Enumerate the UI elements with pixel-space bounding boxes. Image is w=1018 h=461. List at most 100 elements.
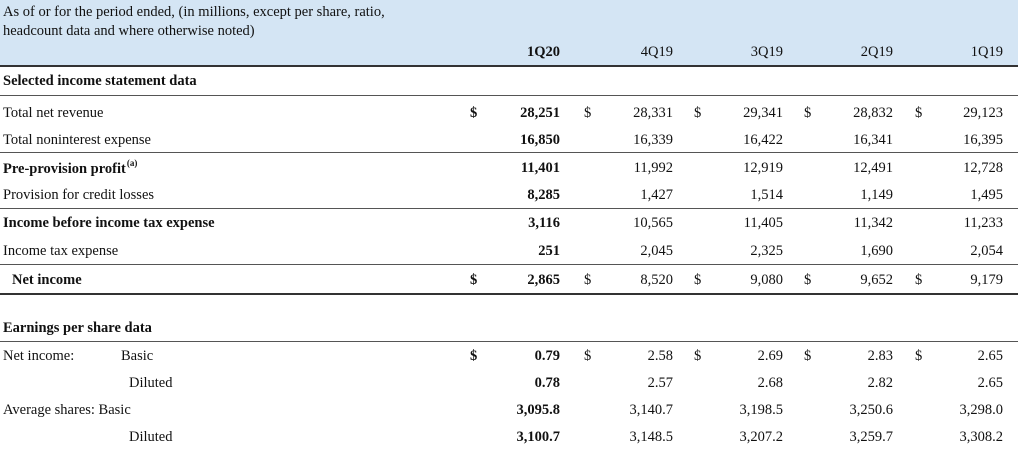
value-noninterest-expense-2q19: 16,341: [853, 132, 893, 148]
row-label-average-shares-basic: Average shares: Basic: [3, 402, 131, 418]
value-noninterest-expense-3q19: 16,422: [743, 132, 783, 148]
value-avg-shares-basic-1q19: 3,298.0: [959, 402, 1004, 418]
value-income-tax-expense-4q19: 2,045: [640, 243, 673, 259]
value-net-income-2q19: 9,652: [860, 272, 893, 288]
footnote-marker: (a): [126, 158, 138, 168]
value-provision-credit-losses-1q20: 8,285: [527, 187, 560, 203]
value-total-net-revenue-2q19: 28,832: [853, 105, 893, 121]
dollar-sign: $: [915, 272, 923, 288]
value-pre-provision-profit-3q19: 12,919: [743, 160, 783, 176]
value-net-income-1q19: 9,179: [970, 272, 1003, 288]
value-income-before-tax-3q19: 11,405: [743, 215, 783, 231]
value-net-income-4q19: 8,520: [640, 272, 673, 288]
row-label-income-tax-expense: Income tax expense: [3, 243, 119, 259]
dollar-sign: $: [584, 348, 592, 364]
dollar-sign: $: [584, 272, 592, 288]
period-header-1q20: 1Q20: [526, 44, 560, 60]
value-income-tax-expense-1q19: 2,054: [970, 243, 1003, 259]
total-rule: [0, 293, 1018, 295]
value-avg-shares-basic-4q19: 3,140.7: [629, 402, 674, 418]
value-avg-shares-diluted-3q19: 3,207.2: [739, 429, 784, 445]
row-label-income-before-tax: Income before income tax expense: [3, 215, 215, 231]
value-noninterest-expense-1q20: 16,850: [520, 132, 560, 148]
row-sublabel-diluted: Diluted: [129, 375, 173, 391]
value-eps-basic-3q19: 2.69: [757, 348, 783, 364]
value-income-before-tax-4q19: 10,565: [633, 215, 673, 231]
value-eps-diluted-2q19: 2.82: [867, 375, 893, 391]
row-sublabel-basic: Basic: [121, 348, 154, 364]
dollar-sign: $: [804, 348, 812, 364]
dollar-sign: $: [804, 272, 812, 288]
dollar-sign: $: [804, 105, 812, 121]
value-total-net-revenue-3q19: 29,341: [743, 105, 783, 121]
row-label-net-income-eps: Net income:: [3, 348, 75, 364]
value-eps-basic-1q20: 0.79: [534, 348, 560, 364]
value-eps-basic-4q19: 2.58: [647, 348, 673, 364]
pre-provision-profit-label: Pre-provision profit: [3, 161, 126, 177]
section-title-income: Selected income statement data: [3, 73, 197, 89]
period-header-1q19: 1Q19: [970, 44, 1003, 60]
header-line-1: As of or for the period ended, (in milli…: [3, 4, 385, 20]
value-provision-credit-losses-1q19: 1,495: [970, 187, 1003, 203]
dollar-sign: $: [470, 105, 478, 121]
header-line-2: headcount data and where otherwise noted…: [3, 23, 255, 39]
value-eps-diluted-4q19: 2.57: [647, 375, 673, 391]
section-title-eps: Earnings per share data: [3, 320, 152, 336]
value-net-income-3q19: 9,080: [750, 272, 783, 288]
row-label-total-net-revenue: Total net revenue: [3, 105, 104, 121]
dollar-sign: $: [470, 348, 478, 364]
table-header: As of or for the period ended, (in milli…: [0, 0, 1018, 65]
value-provision-credit-losses-2q19: 1,149: [860, 187, 893, 203]
value-total-net-revenue-1q20: 28,251: [520, 105, 560, 121]
value-provision-credit-losses-4q19: 1,427: [640, 187, 673, 203]
row-label-total-noninterest-expense: Total noninterest expense: [3, 132, 151, 148]
value-total-net-revenue-1q19: 29,123: [963, 105, 1003, 121]
value-income-tax-expense-3q19: 2,325: [750, 243, 783, 259]
value-avg-shares-basic-1q20: 3,095.8: [516, 402, 561, 418]
subtotal-rule: [0, 264, 1018, 265]
value-pre-provision-profit-2q19: 12,491: [853, 160, 893, 176]
value-eps-basic-2q19: 2.83: [867, 348, 893, 364]
dollar-sign: $: [694, 105, 702, 121]
dollar-sign: $: [584, 105, 592, 121]
value-income-before-tax-2q19: 11,342: [853, 215, 893, 231]
subtotal-rule: [0, 208, 1018, 209]
value-avg-shares-diluted-4q19: 3,148.5: [629, 429, 674, 445]
value-eps-diluted-3q19: 2.68: [757, 375, 783, 391]
dollar-sign: $: [694, 272, 702, 288]
section-rule: [0, 95, 1018, 96]
section-rule: [0, 341, 1018, 342]
header-description: As of or for the period ended, (in milli…: [3, 3, 443, 41]
row-label-provision-credit-losses: Provision for credit losses: [3, 187, 155, 203]
value-noninterest-expense-1q19: 16,395: [963, 132, 1003, 148]
dollar-sign: $: [694, 348, 702, 364]
value-avg-shares-basic-3q19: 3,198.5: [739, 402, 784, 418]
value-pre-provision-profit-1q19: 12,728: [963, 160, 1003, 176]
value-income-before-tax-1q20: 3,116: [528, 215, 560, 231]
value-pre-provision-profit-4q19: 11,992: [633, 160, 673, 176]
row-label-net-income: Net income: [12, 272, 82, 288]
header-rule: [0, 65, 1018, 67]
dollar-sign: $: [915, 348, 923, 364]
value-noninterest-expense-4q19: 16,339: [633, 132, 673, 148]
value-avg-shares-diluted-2q19: 3,259.7: [849, 429, 894, 445]
value-eps-basic-1q19: 2.65: [977, 348, 1003, 364]
value-net-income-1q20: 2,865: [527, 272, 560, 288]
subtotal-rule: [0, 152, 1018, 153]
row-sublabel-average-shares-diluted: Diluted: [129, 429, 173, 445]
dollar-sign: $: [470, 272, 478, 288]
period-header-3q19: 3Q19: [750, 44, 783, 60]
value-income-tax-expense-1q20: 251: [538, 243, 560, 259]
value-provision-credit-losses-3q19: 1,514: [750, 187, 783, 203]
value-pre-provision-profit-1q20: 11,401: [520, 160, 560, 176]
period-header-4q19: 4Q19: [640, 44, 673, 60]
value-income-tax-expense-2q19: 1,690: [860, 243, 893, 259]
period-header-2q19: 2Q19: [860, 44, 893, 60]
dollar-sign: $: [915, 105, 923, 121]
value-total-net-revenue-4q19: 28,331: [633, 105, 673, 121]
value-income-before-tax-1q19: 11,233: [963, 215, 1003, 231]
row-label-pre-provision-profit: Pre-provision profit(a): [3, 158, 137, 178]
value-avg-shares-basic-2q19: 3,250.6: [849, 402, 894, 418]
value-eps-diluted-1q20: 0.78: [534, 375, 560, 391]
